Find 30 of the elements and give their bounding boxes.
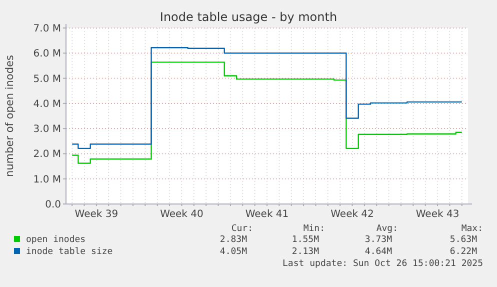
x-tick-label: Week 43 [416, 209, 460, 220]
legend-label: open inodes [26, 235, 86, 245]
text: 4.05M [220, 247, 248, 257]
text: 5.63M [450, 235, 478, 245]
chart-title: Inode table usage - by month [160, 10, 338, 24]
y-tick-label: 5.0 M [33, 74, 61, 85]
x-tick-label: Week 42 [330, 209, 374, 220]
text: 6.22M [450, 247, 478, 257]
legend-label: inode table size [26, 247, 113, 257]
x-tick-label: Week 40 [160, 209, 204, 220]
text: Last update: Sun Oct 26 15:00:21 2025 [282, 259, 483, 269]
y-tick-label: 7.0 M [33, 24, 61, 34]
text: Avg: [376, 224, 398, 234]
text: 3.73M [364, 235, 393, 245]
text: Min: [303, 224, 325, 234]
y-tick-label: 0.0 [45, 200, 61, 210]
y-tick-label: 4.0 M [33, 98, 61, 110]
x-tick-label: Week 41 [245, 209, 289, 220]
y-tick-label: 1.0 M [33, 174, 61, 186]
y-tick-label: 2.0 M [33, 149, 61, 160]
text: 2.13M [292, 247, 320, 257]
text: 2.83M [220, 235, 248, 245]
y-axis-title: number of open inodes [4, 55, 16, 177]
text: 1.55M [292, 235, 320, 245]
y-tick-label: 6.0 M [33, 48, 61, 60]
x-tick-label: Week 39 [74, 209, 118, 220]
text: Cur: [231, 224, 253, 234]
y-tick-label: 3.0 M [33, 124, 61, 136]
text: 4.64M [364, 247, 393, 257]
text: Max: [461, 224, 483, 234]
